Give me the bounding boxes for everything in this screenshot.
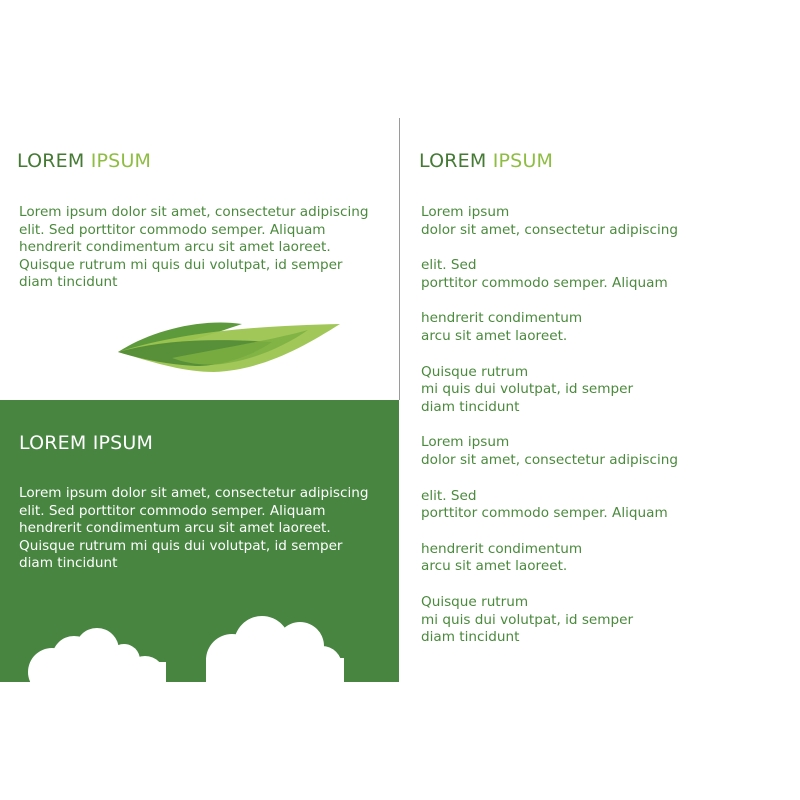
list-item: Quisque rutrum mi quis dui volutpat, id … — [421, 364, 678, 417]
list-item: Lorem ipsum dolor sit amet, consectetur … — [421, 434, 678, 469]
paragraph-line: diam tincidunt — [19, 555, 118, 572]
leaf-icon — [118, 322, 340, 372]
heading-word-2: IPSUM — [492, 150, 554, 172]
clouds-decoration — [28, 616, 344, 682]
item-line: arcu sit amet laoreet. — [421, 327, 568, 344]
left-top-section: LOREM IPSUM Lorem ipsum dolor sit amet, … — [0, 118, 399, 400]
list-item: Lorem ipsum dolor sit amet, consectetur … — [421, 204, 678, 239]
item-line: Quisque rutrum — [421, 363, 529, 380]
list-item: hendrerit condimentum arcu sit amet laor… — [421, 310, 678, 345]
list-item: hendrerit condimentum arcu sit amet laor… — [421, 541, 678, 576]
paragraph-line: elit. Sed porttitor commodo semper. Aliq… — [19, 502, 326, 519]
paragraph-line: Lorem ipsum dolor sit amet, consectetur … — [19, 204, 369, 220]
item-line: Lorem ipsum — [421, 434, 510, 451]
item-line: elit. Sed — [421, 487, 477, 504]
right-section: LOREM IPSUM Lorem ipsum dolor sit amet, … — [400, 118, 800, 678]
paragraph-line: diam tincidunt — [19, 274, 118, 291]
paragraph-line: Quisque rutrum mi quis dui volutpat, id … — [19, 256, 343, 273]
item-line: hendrerit condimentum — [421, 310, 583, 327]
paragraph-line: elit. Sed porttitor commodo semper. Aliq… — [19, 221, 326, 238]
left-green-paragraph: Lorem ipsum dolor sit amet, consectetur … — [19, 485, 389, 573]
paragraph-line: hendrerit condimentum arcu sit amet laor… — [19, 520, 331, 537]
paragraph-line: Lorem ipsum dolor sit amet, consectetur … — [19, 485, 369, 501]
item-line: dolor sit amet, consectetur adipiscing — [421, 451, 678, 468]
item-line: mi quis dui volutpat, id semper — [421, 381, 634, 398]
paragraph-line: hendrerit condimentum arcu sit amet laor… — [19, 239, 331, 256]
item-line: dolor sit amet, consectetur adipiscing — [421, 221, 678, 238]
list-item: elit. Sed porttitor commodo semper. Aliq… — [421, 257, 678, 292]
cloud-icon — [28, 628, 166, 682]
heading-word-1: LOREM — [419, 150, 487, 172]
left-green-heading: LOREM IPSUM — [19, 432, 154, 454]
heading-word-1: LOREM — [17, 150, 85, 172]
paragraph-line: Quisque rutrum mi quis dui volutpat, id … — [19, 537, 343, 554]
right-heading: LOREM IPSUM — [419, 150, 553, 172]
item-line: arcu sit amet laoreet. — [421, 558, 568, 575]
item-line: diam tincidunt — [421, 629, 520, 646]
left-green-section: LOREM IPSUM Lorem ipsum dolor sit amet, … — [0, 400, 399, 682]
left-top-heading: LOREM IPSUM — [17, 150, 151, 172]
left-top-paragraph: Lorem ipsum dolor sit amet, consectetur … — [19, 204, 389, 292]
item-line: Quisque rutrum — [421, 593, 529, 610]
item-line: Lorem ipsum — [421, 204, 510, 220]
item-line: porttitor commodo semper. Aliquam — [421, 274, 668, 291]
item-line: mi quis dui volutpat, id semper — [421, 611, 634, 628]
list-item: elit. Sed porttitor commodo semper. Aliq… — [421, 488, 678, 523]
item-line: diam tincidunt — [421, 398, 520, 415]
column-divider — [399, 118, 400, 400]
item-line: elit. Sed — [421, 257, 477, 274]
item-line: porttitor commodo semper. Aliquam — [421, 505, 668, 522]
cloud-icon — [206, 616, 344, 682]
item-line: hendrerit condimentum — [421, 540, 583, 557]
right-list: Lorem ipsum dolor sit amet, consectetur … — [421, 204, 678, 665]
heading-word-2: IPSUM — [90, 150, 152, 172]
list-item: Quisque rutrum mi quis dui volutpat, id … — [421, 594, 678, 647]
